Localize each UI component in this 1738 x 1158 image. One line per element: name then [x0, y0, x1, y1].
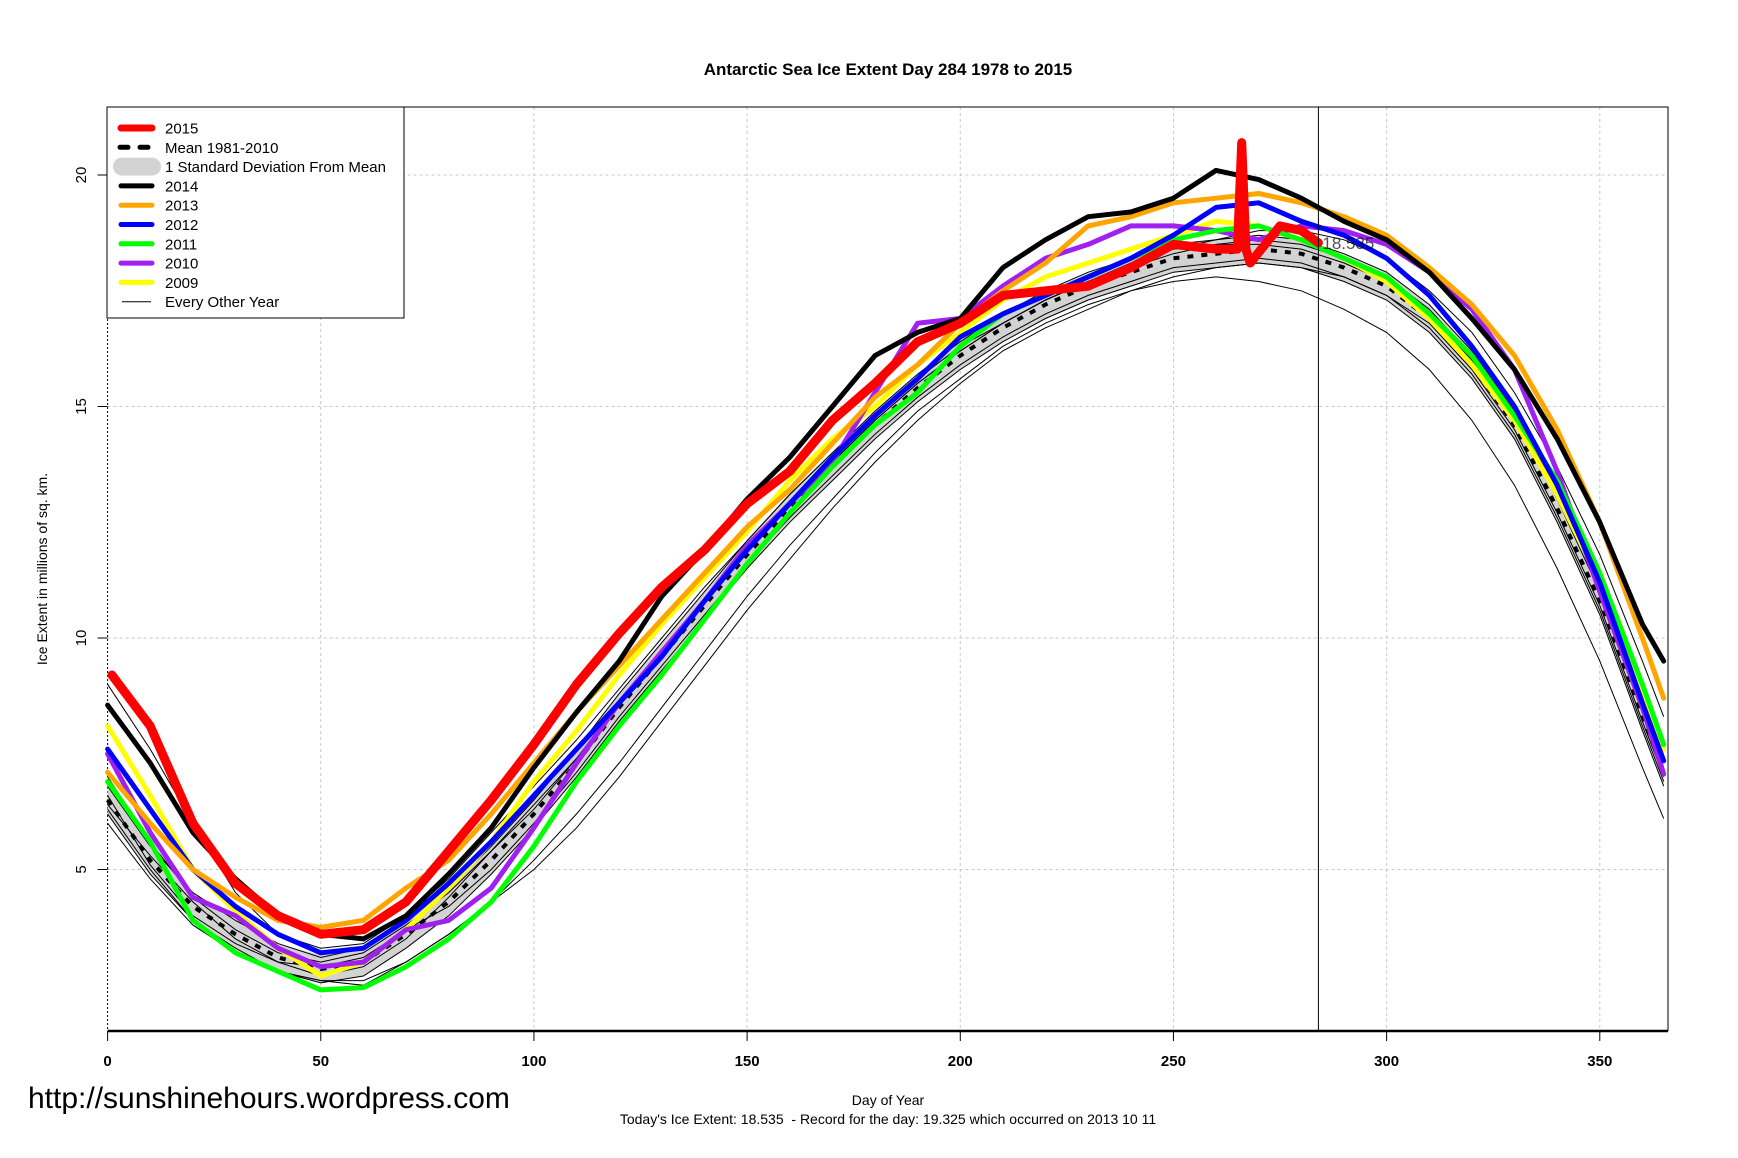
axes: 0 50 100 150 200 250 300 350 5 10 15 20 [73, 106, 1669, 1070]
legend-label: 2012 [165, 217, 198, 234]
y-tick-label: 5 [73, 865, 90, 873]
watermark-url: http://sunshinehours.wordpress.com [28, 1082, 510, 1115]
mean-line [105, 247, 1666, 972]
legend-label: 2013 [165, 198, 198, 215]
plot-border [107, 106, 1669, 1031]
y-tick-label: 15 [73, 398, 90, 415]
x-tick-label: 350 [1587, 1053, 1612, 1070]
series-line-2012 [105, 200, 1667, 956]
series-line-2015 [107, 138, 1323, 939]
chart-title: Antarctic Sea Ice Extent Day 284 1978 to… [704, 60, 1073, 79]
x-tick-label: 250 [1161, 1053, 1186, 1070]
x-tick-label: 200 [948, 1053, 973, 1070]
legend-label: 2014 [165, 178, 198, 195]
x-tick-label: 100 [521, 1053, 546, 1070]
other-year-line [107, 234, 1665, 959]
plot-marks [105, 107, 1667, 1031]
legend-label: 2011 [165, 236, 197, 253]
x-axis-label: Day of Year [852, 1092, 925, 1108]
x-tick-label: 300 [1374, 1053, 1399, 1070]
x-tick-label: 50 [312, 1053, 329, 1070]
legend-label: 2009 [165, 275, 198, 292]
legend-swatch-band [113, 157, 161, 176]
series-line-2014 [105, 167, 1667, 942]
legend-label: Every Other Year [165, 294, 279, 311]
y-axis-label: Ice Extent in millions of sq. km. [34, 473, 50, 665]
series-line-2009 [105, 218, 1667, 979]
x-tick-label: 0 [103, 1053, 111, 1070]
y-tick-label: 20 [73, 167, 90, 184]
series-line-2010 [105, 223, 1667, 970]
legend-label: 2010 [165, 256, 198, 273]
other-year-line [107, 230, 1665, 963]
legend-label: 2015 [165, 121, 198, 138]
other-year-line [107, 257, 1665, 968]
legend: 2015 Mean 1981-2010 1 Standard Deviation F… [106, 106, 405, 319]
other-year-line [107, 276, 1665, 982]
chart-subtitle: Today's Ice Extent: 18.535 - Record for … [620, 1111, 1157, 1127]
y-tick-label: 10 [73, 630, 90, 647]
legend-label: 1 Standard Deviation From Mean [165, 159, 386, 176]
series-line-2011 [105, 223, 1667, 993]
x-tick-label: 150 [735, 1053, 760, 1070]
current-value-label: 18.535 [1322, 234, 1374, 253]
legend-box [106, 106, 405, 319]
series-line-2013 [105, 191, 1667, 930]
other-year-line [107, 262, 1665, 984]
legend-label: Mean 1981-2010 [165, 140, 278, 157]
